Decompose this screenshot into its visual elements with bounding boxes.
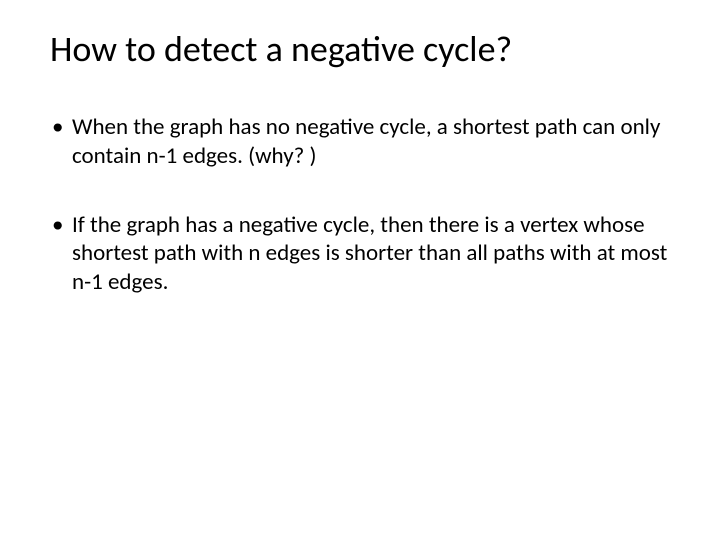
slide-container: How to detect a negative cycle? When the…: [0, 0, 720, 540]
bullet-item: If the graph has a negative cycle, then …: [50, 211, 670, 297]
slide-title: How to detect a negative cycle?: [50, 28, 670, 71]
bullet-list: When the graph has no negative cycle, a …: [50, 113, 670, 297]
bullet-item: When the graph has no negative cycle, a …: [50, 113, 670, 171]
